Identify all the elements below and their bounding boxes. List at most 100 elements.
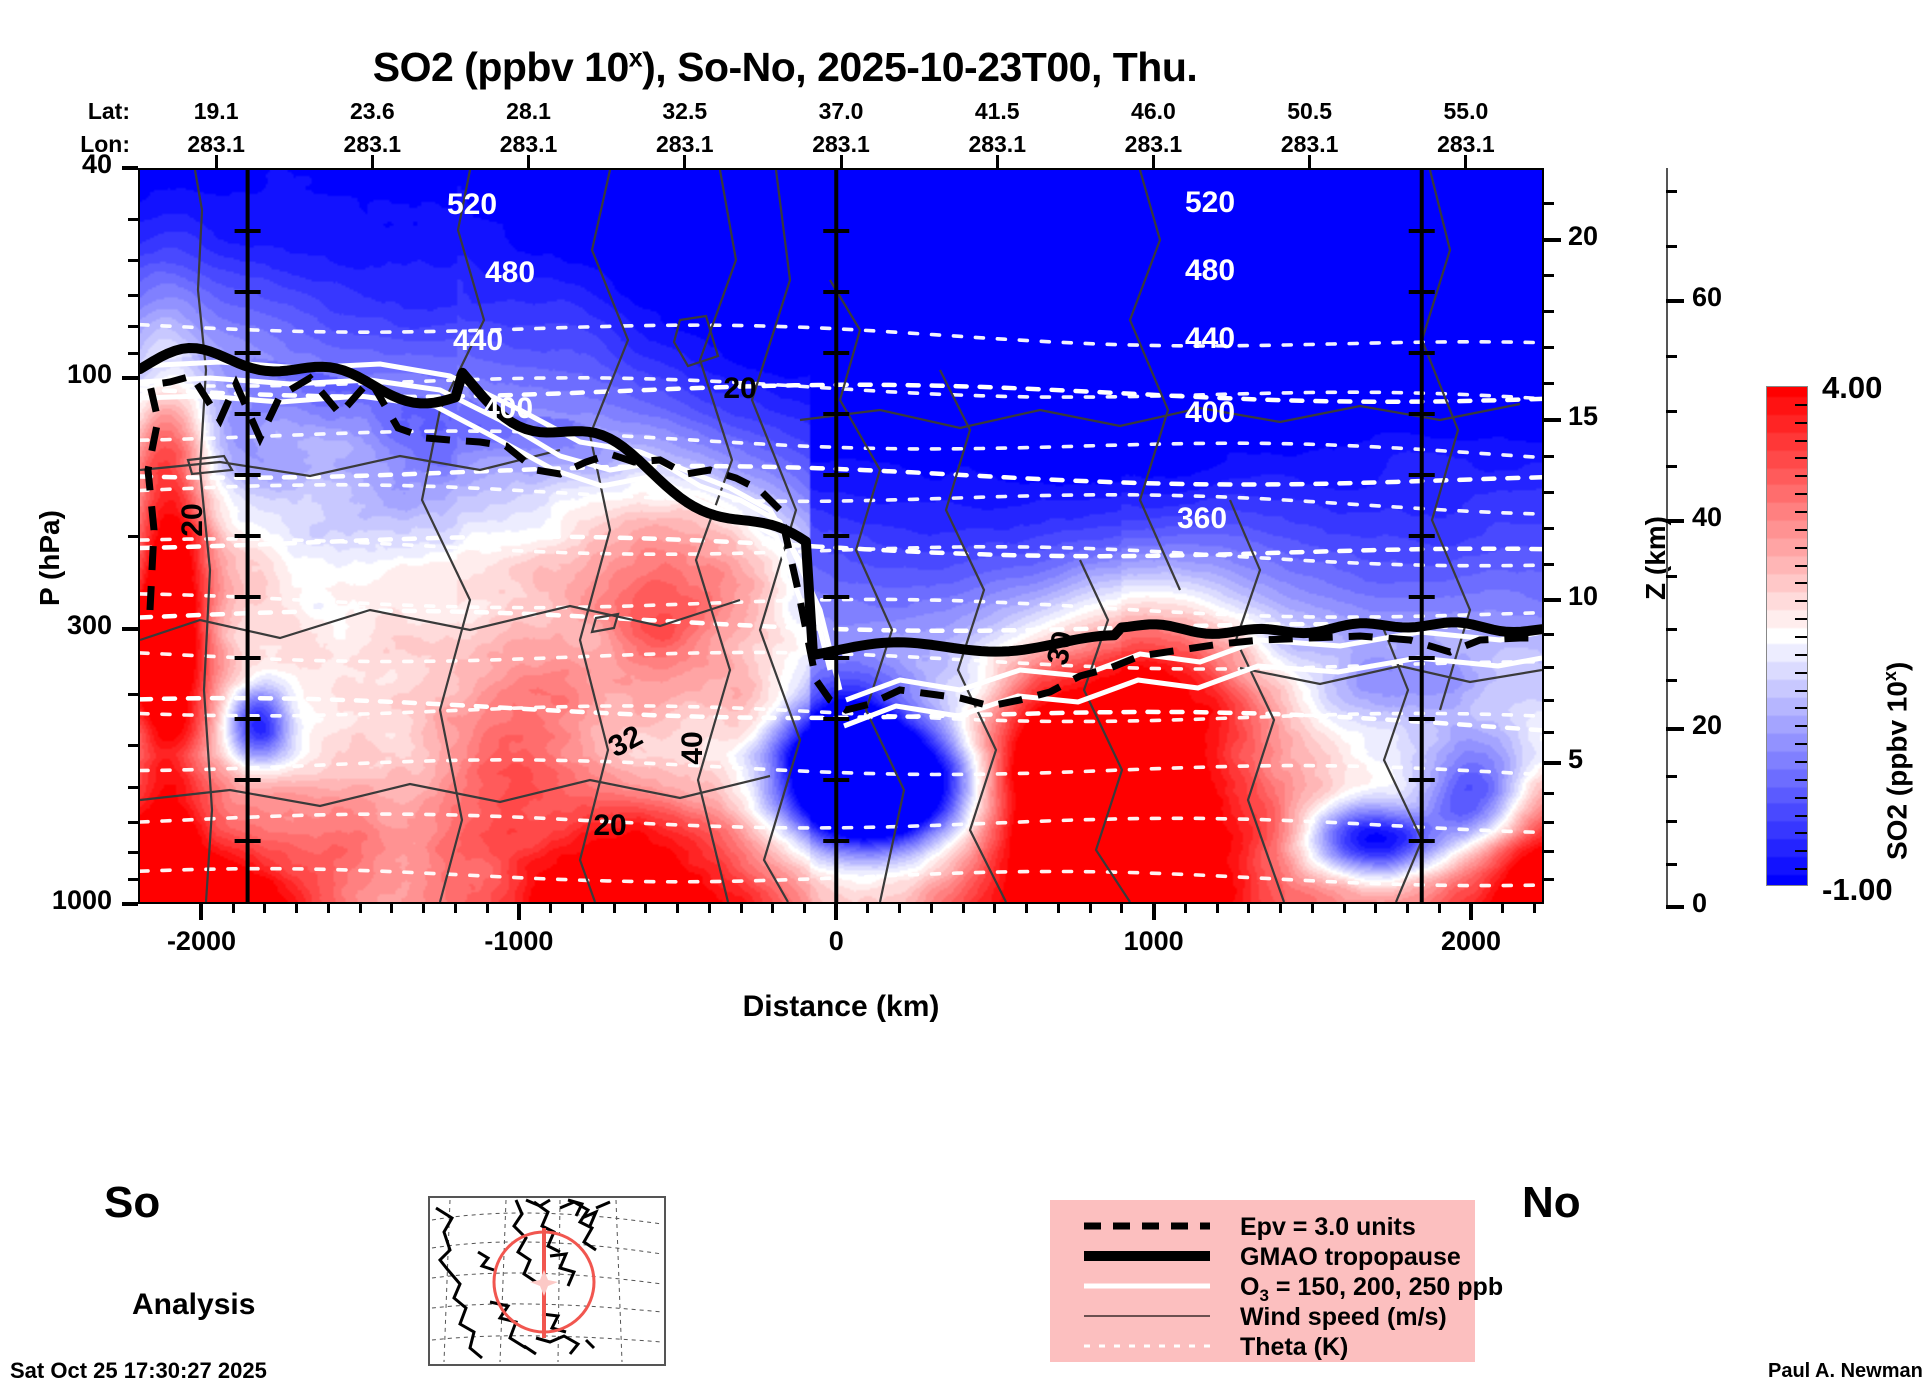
pressure-minor-tick xyxy=(128,351,138,355)
wind-speed-contour xyxy=(939,369,1007,902)
zkm-minor-tick xyxy=(1544,878,1554,882)
wind-speed-contour xyxy=(186,454,234,476)
zkm-minor-tick xyxy=(1544,791,1554,795)
colorbar-tick xyxy=(1795,689,1807,692)
lon-value: 283.1 xyxy=(1437,131,1495,157)
coastlines xyxy=(435,1198,611,1360)
zkft-minor-tick xyxy=(1666,678,1677,682)
legend-swatch-thin-gray xyxy=(1082,1300,1212,1332)
pressure-minor-tick xyxy=(128,820,138,824)
wind-speed-contour xyxy=(420,170,486,902)
north-endpoint-label: No xyxy=(1522,1178,1581,1227)
wind-speed-contour xyxy=(193,170,214,902)
zkft-minor-tick xyxy=(1666,627,1677,631)
lon-value: 283.1 xyxy=(812,131,870,157)
colorbar-tick xyxy=(1795,636,1807,638)
zkm-major-tick xyxy=(1544,237,1561,242)
gmao-tropopause xyxy=(140,343,1542,660)
distance-minor-tick xyxy=(1342,904,1346,913)
distance-minor-tick xyxy=(676,904,680,913)
zkft-minor-tick xyxy=(1666,245,1677,249)
zkft-tick-label: 0 xyxy=(1692,888,1708,918)
wind-speed-contour xyxy=(829,279,906,902)
theta-contour-label: 360 xyxy=(1177,502,1227,535)
zkm-minor-tick xyxy=(1544,274,1554,278)
colorbar-tick xyxy=(1795,832,1807,835)
legend-label: Epv = 3.0 units xyxy=(1240,1213,1416,1241)
lat-value: 41.5 xyxy=(974,98,1020,124)
colorbar-title-suffix: ) xyxy=(1881,661,1913,672)
zkft-major-tick xyxy=(1666,905,1684,909)
colorbar-tick xyxy=(1795,671,1807,674)
colorbar-tick xyxy=(1795,796,1807,799)
distance-minor-tick xyxy=(1183,904,1187,913)
wind-speed-contour xyxy=(1420,170,1472,711)
distance-minor-tick xyxy=(707,904,711,913)
distance-minor-tick xyxy=(1056,904,1060,913)
theta-contour-minor xyxy=(140,375,1542,401)
colorbar-min-label: -1.00 xyxy=(1822,872,1893,907)
wind-speed-contour xyxy=(590,612,620,634)
distance-minor-tick xyxy=(453,904,457,913)
epv-contour xyxy=(144,371,1542,714)
distance-minor-tick xyxy=(1406,904,1410,913)
legend-label: O3 = 150, 200, 250 ppb xyxy=(1240,1273,1504,1305)
zkm-minor-tick xyxy=(1544,698,1554,702)
distance-minor-tick xyxy=(1501,904,1505,913)
lon-value: 283.1 xyxy=(1280,131,1339,157)
distance-major-tick xyxy=(1151,904,1156,920)
zkft-major-tick xyxy=(1666,519,1684,524)
wind-speed-contour xyxy=(140,774,771,808)
cross-section-plot[interactable]: 520 480 440 400 520 480 440 400 360 20 20 32 40 20 30 xyxy=(138,168,1544,904)
colorbar-tick xyxy=(1795,582,1807,585)
zkft-minor-tick xyxy=(1666,464,1677,468)
pressure-minor-tick xyxy=(128,744,138,747)
theta-contour-minor xyxy=(140,650,1542,671)
wind-speed-contour xyxy=(1128,170,1182,591)
colorbar-tick xyxy=(1795,778,1807,781)
wind-speed-contour xyxy=(1079,559,1131,902)
distance-minor-tick xyxy=(580,904,584,913)
theta-contour-label: 400 xyxy=(483,392,533,425)
lon-value: 283.1 xyxy=(343,131,402,157)
theta-contour-label: 440 xyxy=(1185,322,1235,355)
wind-speed-contour xyxy=(140,598,741,642)
bottom-axis-title: Distance (km) xyxy=(742,990,940,1023)
colorbar-tick xyxy=(1795,653,1807,656)
distance-minor-tick xyxy=(1215,904,1219,913)
distance-minor-tick xyxy=(1088,904,1092,913)
distance-major-tick xyxy=(199,904,204,920)
page-title: SO2 (ppbv 10x), So-No, 2025-10-23T00, Th… xyxy=(0,44,1570,91)
theta-contour-label: 400 xyxy=(1185,396,1235,429)
distance-minor-tick xyxy=(485,904,489,913)
distance-minor-tick xyxy=(390,904,394,913)
ozone-contour xyxy=(843,655,1542,729)
colorbar-title-superscript: x xyxy=(1880,671,1900,682)
pressure-minor-tick xyxy=(128,294,138,298)
theta-contour-minor xyxy=(140,537,1542,568)
distance-minor-tick xyxy=(422,904,426,913)
pressure-major-tick xyxy=(122,626,138,631)
left-axis-title: P (hPa) xyxy=(34,510,65,606)
wind-contour-label: 20 xyxy=(176,503,209,536)
legend-row: O3 = 150, 200, 250 ppb xyxy=(1050,1270,1503,1305)
colorbar-tick xyxy=(1795,814,1807,817)
zkft-major-tick xyxy=(1666,299,1684,304)
pressure-minor-tick xyxy=(128,692,138,696)
distance-minor-tick xyxy=(295,904,299,913)
wind-speed-contour xyxy=(140,448,561,478)
distance-major-tick xyxy=(834,904,839,920)
lat-value: 19.1 xyxy=(193,98,239,124)
wind-speed-contour xyxy=(672,314,720,368)
contour-overlays: 520 480 440 400 520 480 440 400 360 20 20 32 40 20 30 xyxy=(140,170,1542,902)
zkm-minor-tick xyxy=(1544,202,1554,206)
lat-value: 50.5 xyxy=(1287,98,1333,124)
zkft-minor-tick xyxy=(1666,863,1677,867)
pressure-major-tick xyxy=(122,166,138,170)
distance-tick-label: -2000 xyxy=(166,926,236,956)
lat-value: 55.0 xyxy=(1443,98,1489,124)
theta-contour xyxy=(140,463,1542,487)
colorbar-tick xyxy=(1795,439,1807,442)
zkft-minor-tick xyxy=(1666,190,1677,194)
colorbar-tick xyxy=(1795,600,1807,603)
